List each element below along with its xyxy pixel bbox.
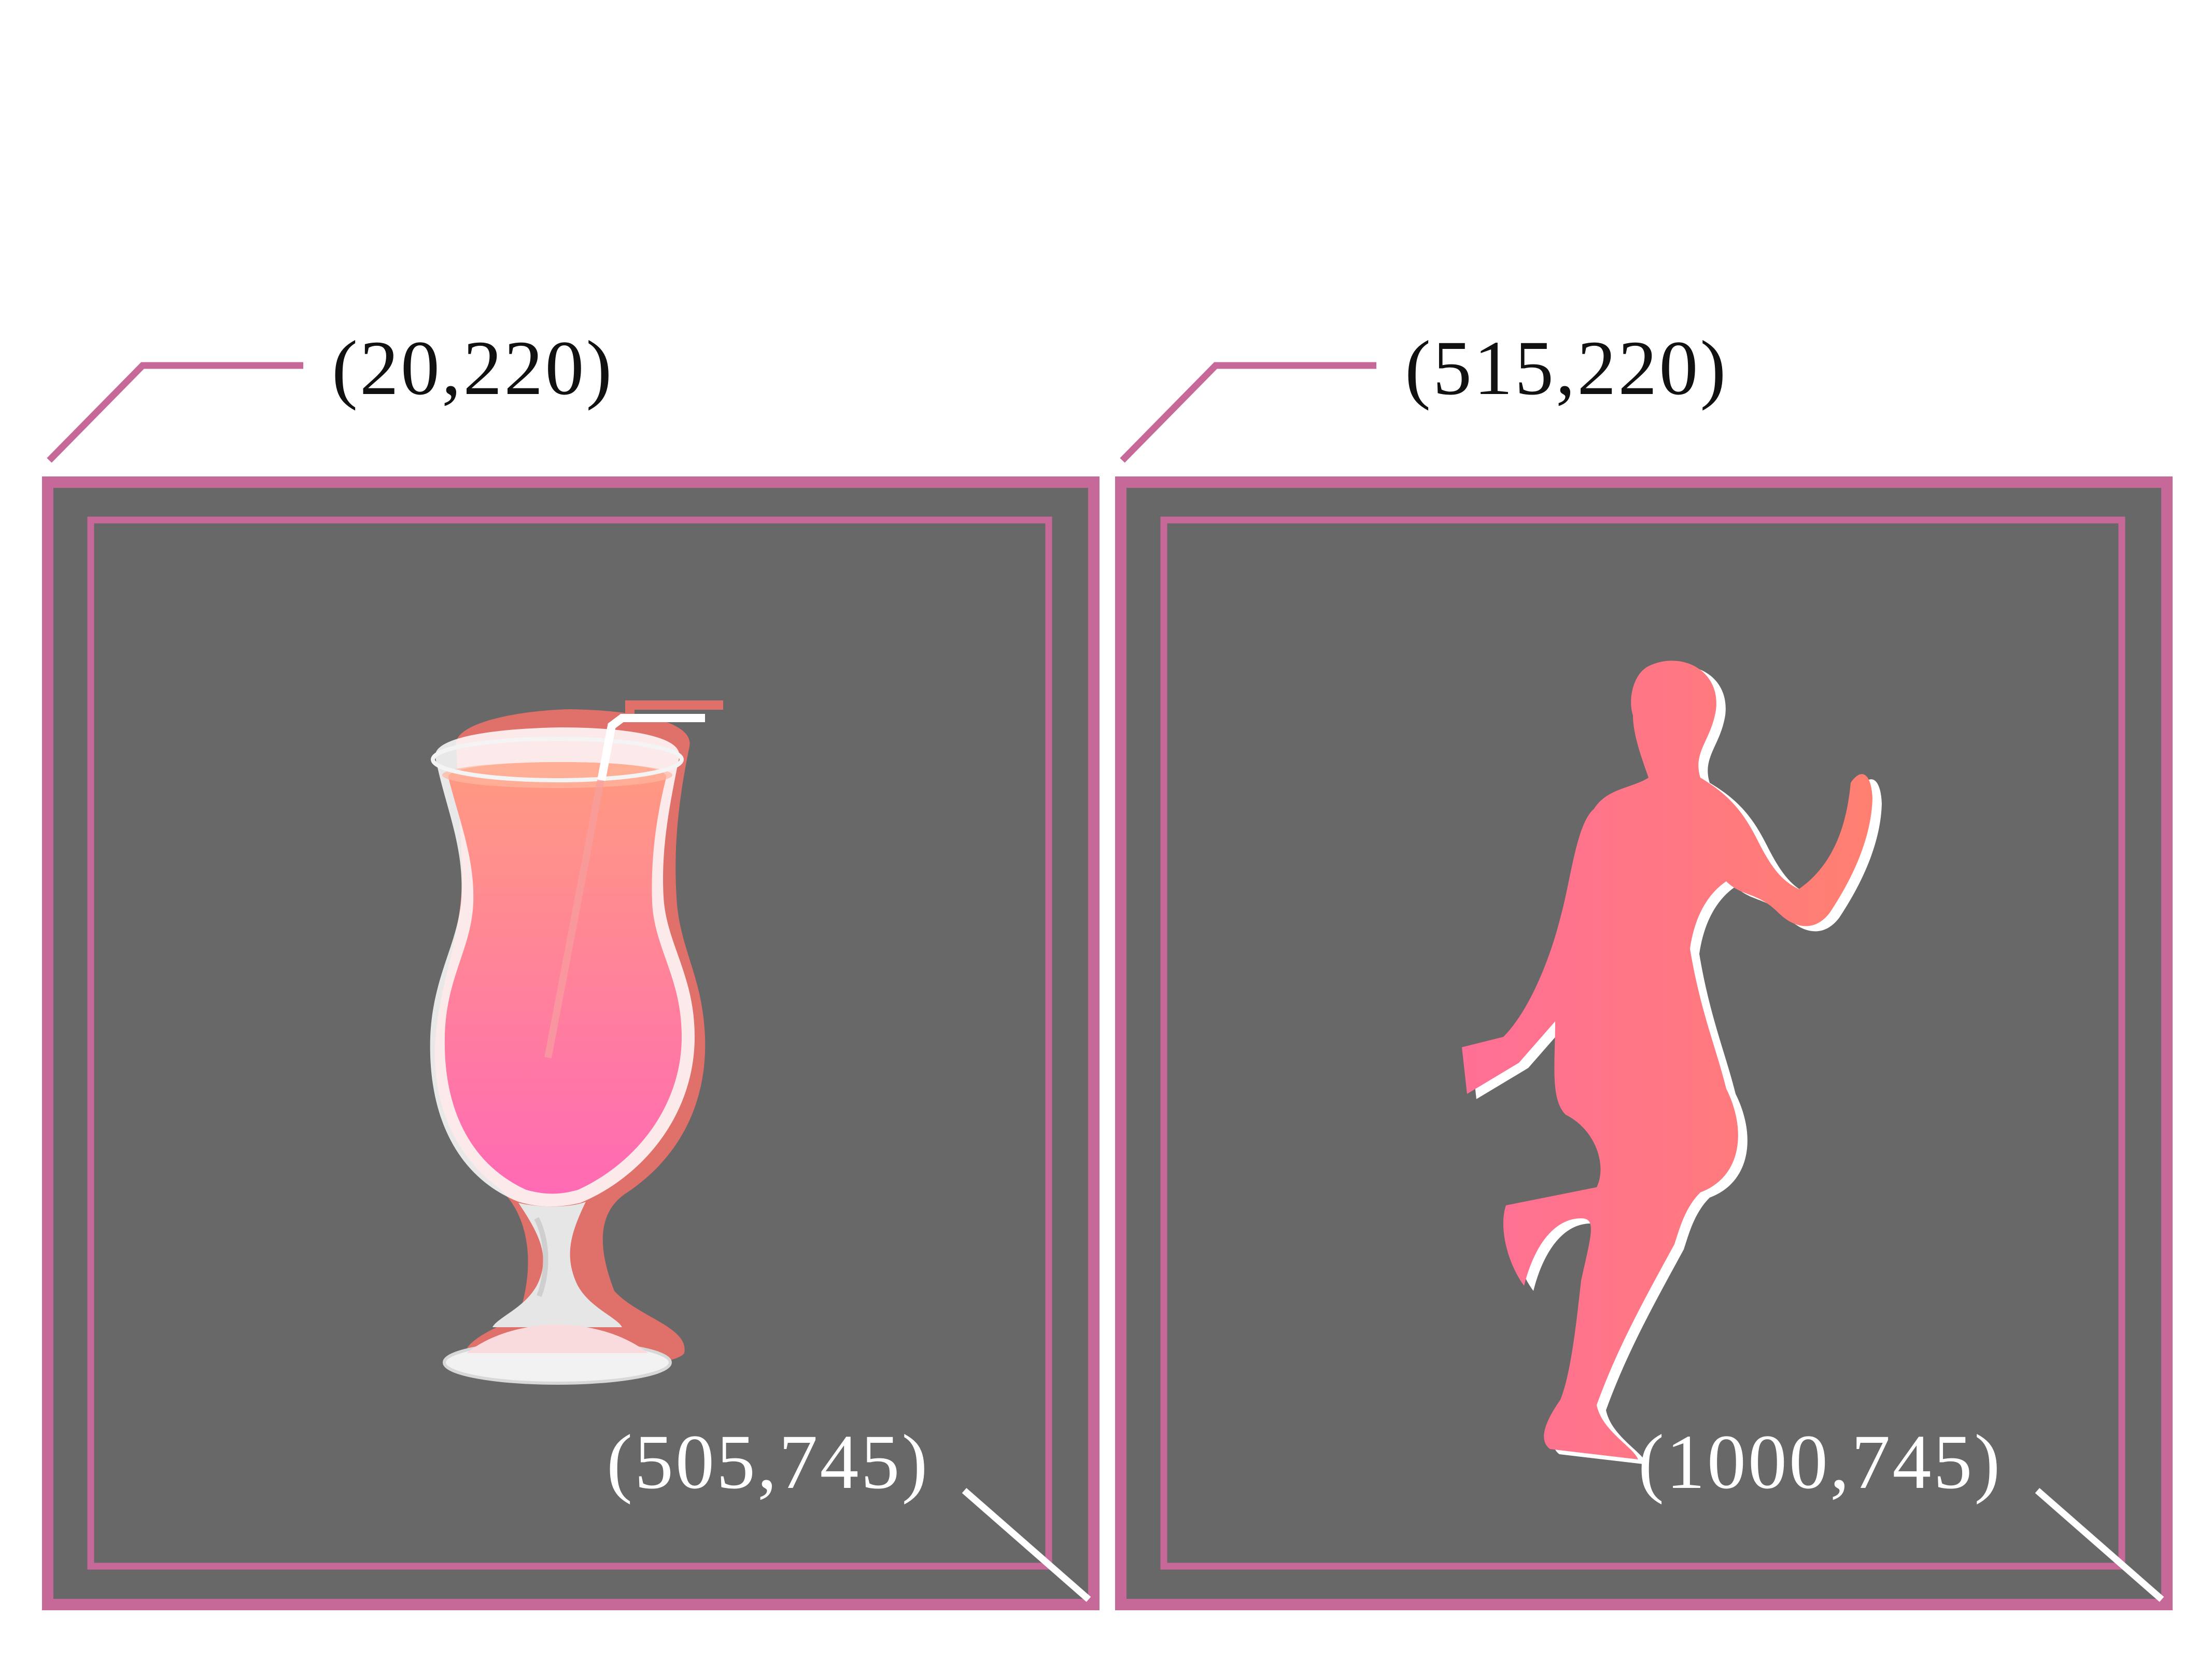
- top-left-leader-line: [47, 362, 303, 463]
- dancer-body: [1462, 660, 1872, 1459]
- top-left-leader-line: [1120, 362, 1376, 463]
- dancing-woman-silhouette-icon: [1462, 660, 1882, 1465]
- bottom-right-coordinate-label: (505,745): [607, 1419, 929, 1505]
- glass-rim: [431, 737, 684, 782]
- panel-cocktail-inner-border: [87, 516, 1052, 1570]
- bottom-right-coordinate-label: (1000,745): [1638, 1419, 2002, 1505]
- bottom-right-leader-line: [2035, 1488, 2164, 1602]
- straw: [597, 714, 705, 781]
- top-left-coordinate-label: (515,220): [1405, 325, 1728, 411]
- top-left-coordinate-label: (20,220): [332, 325, 614, 411]
- straw-inside: [544, 777, 605, 1059]
- panel-cocktail: (20,220) (505,745): [42, 325, 1100, 1610]
- bottom-right-leader-line: [962, 1488, 1091, 1602]
- drink-surface: [442, 762, 672, 788]
- panel-dancer: (515,220) (1000,745): [1115, 325, 2173, 1610]
- cocktail-glass-icon: [430, 700, 723, 1385]
- glass-stem: [492, 1202, 622, 1327]
- panel-dancer-inner-border: [1160, 516, 2125, 1570]
